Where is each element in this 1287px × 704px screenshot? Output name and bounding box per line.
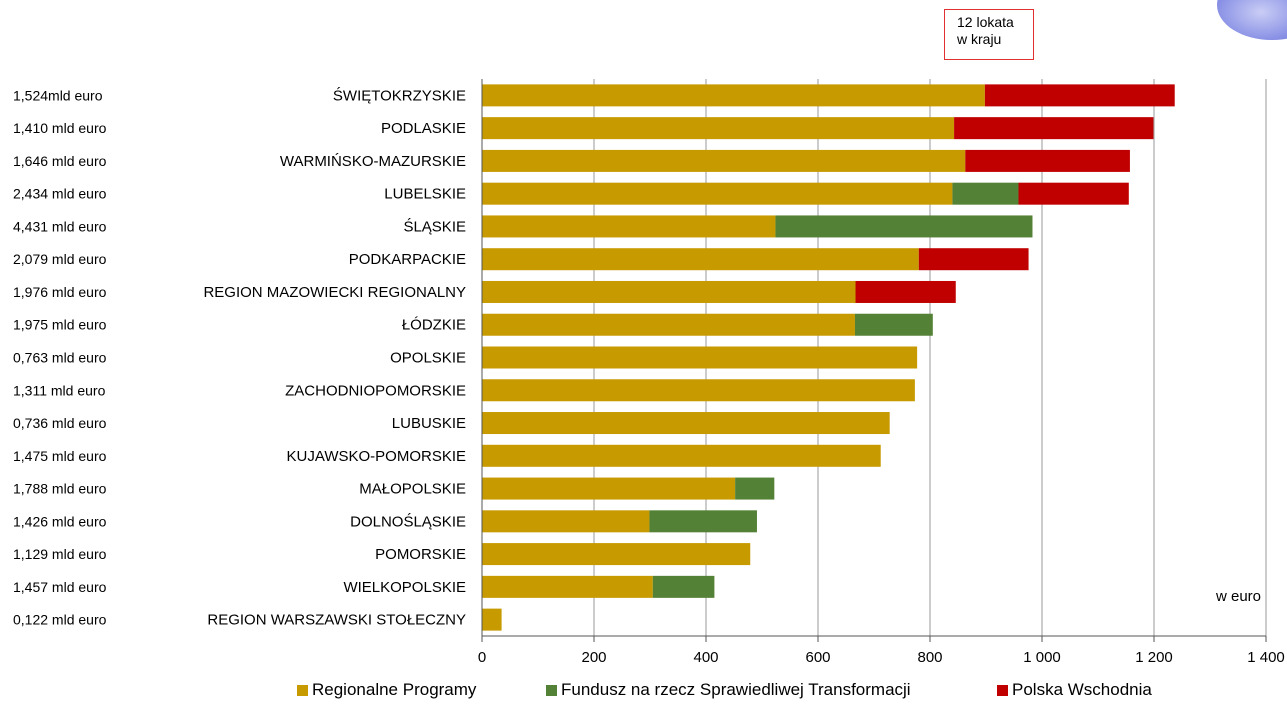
bar-segment [735,477,775,500]
bar-segment [965,149,1130,172]
row-value-label: 1,410 mld euro [13,120,107,136]
row-value-label: 4,431 mld euro [13,218,107,234]
row-value-label: 1,475 mld euro [13,448,107,464]
category-label: ŚWIĘTOKRZYSKIE [333,86,466,104]
legend-swatch [297,684,308,696]
legend-item: Regionalne Programy [297,680,476,700]
row-value-label: 1,975 mld euro [13,317,107,333]
row-value-label: 1,129 mld euro [13,546,107,562]
bar-segment [954,117,1154,140]
bar-segment [482,84,985,107]
row-value-label: 1,788 mld euro [13,481,107,497]
category-label: LUBELSKIE [384,186,466,203]
x-tick-label: 200 [581,649,606,666]
x-tick-label: 0 [478,649,486,666]
bar-segment [952,182,1019,205]
bar-segment [482,575,653,598]
category-label: ZACHODNIOPOMORSKIE [285,382,466,399]
category-label: ŁÓDZKIE [402,317,466,334]
bar-segment [482,313,855,336]
bar-segment [482,444,881,467]
x-tick-label: 400 [693,649,718,666]
annotation-line-2: w kraju [957,31,1002,47]
category-label: REGION WARSZAWSKI STOŁECZNY [207,612,466,629]
category-label: ŚLĄSKIE [403,217,466,235]
bar-segment [482,248,919,271]
row-value-label: 0,763 mld euro [13,350,107,366]
category-label: KUJAWSKO-POMORSKIE [287,448,466,465]
annotation-line-1: 12 lokata [957,14,1014,30]
category-label: MAŁOPOLSKIE [359,481,466,498]
category-label: PODLASKIE [381,120,466,137]
category-label: WARMIŃSKO-MAZURSKIE [280,153,466,170]
bar-segment [775,215,1033,238]
bar-segment [855,280,956,303]
bar-segment [1018,182,1129,205]
category-label: REGION MAZOWIECKI REGIONALNY [203,284,466,301]
legend-item: Polska Wschodnia [997,680,1152,700]
bar-segment [482,543,751,566]
legend-swatch [546,684,557,696]
x-tick-label: 1 000 [1023,649,1061,666]
row-value-label: 1,976 mld euro [13,284,107,300]
bar-segment [482,346,918,369]
row-value-label: 1,524mld euro [13,87,103,103]
bar-segment [854,313,933,336]
bar-segment [482,477,736,500]
bar-segment [482,379,915,402]
bar-segment [918,248,1029,271]
row-value-label: 1,311 mld euro [13,382,106,398]
bar-segment [482,149,966,172]
bar-segment [482,182,953,205]
x-tick-label: 1 200 [1135,649,1173,666]
category-label: LUBUSKIE [392,415,466,432]
row-value-label: 1,646 mld euro [13,153,107,169]
bar-segment [482,412,890,435]
row-value-label: 2,434 mld euro [13,186,107,202]
legend-label: Fundusz na rzecz Sprawiedliwej Transform… [561,680,911,699]
rank-annotation-box: 12 lokata w kraju [944,9,1034,60]
legend-label: Regionalne Programy [312,680,477,699]
row-value-label: 0,122 mld euro [13,612,107,628]
category-label: OPOLSKIE [390,350,466,367]
bar-segment [652,575,715,598]
x-tick-label: 800 [917,649,942,666]
legend-item: Fundusz na rzecz Sprawiedliwej Transform… [546,680,911,700]
bar-segment [984,84,1175,107]
bar-segment [482,608,502,631]
x-tick-label: 600 [805,649,830,666]
row-value-label: 1,426 mld euro [13,513,107,529]
category-label: DOLNOŚLĄSKIE [350,512,466,530]
bar-segment [482,280,856,303]
row-value-label: 1,457 mld euro [13,579,107,595]
category-label: POMORSKIE [375,546,466,563]
legend-swatch [997,684,1008,696]
bar-segment [482,117,955,140]
unit-label: w euro [1216,588,1264,605]
bar-segment [482,510,650,533]
category-label: WIELKOPOLSKIE [343,579,466,596]
row-value-label: 2,079 mld euro [13,251,107,267]
legend-label: Polska Wschodnia [1012,680,1152,699]
category-label: PODKARPACKIE [349,251,466,268]
x-tick-label: 1 400 [1247,649,1285,666]
bar-segment [649,510,757,533]
row-value-label: 0,736 mld euro [13,415,107,431]
bar-segment [482,215,776,238]
